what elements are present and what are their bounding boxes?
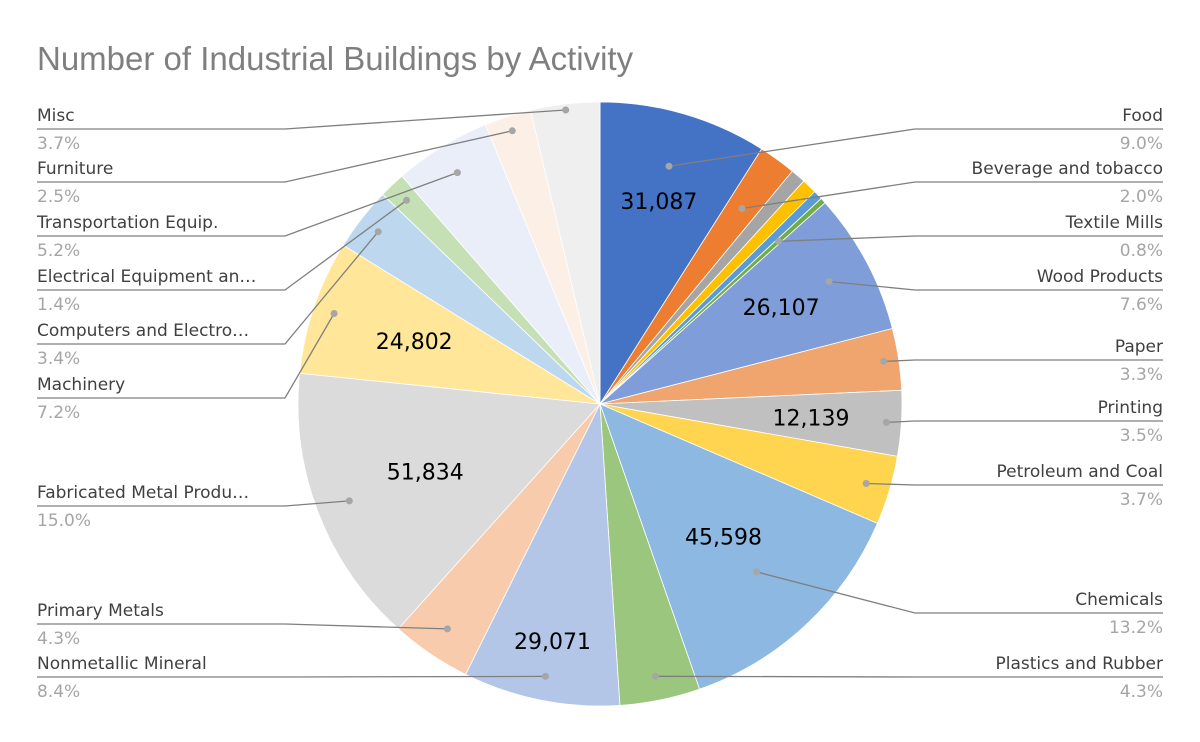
slice-percent-printing: 3.5% bbox=[1120, 426, 1163, 446]
slice-label-furniture: Furniture bbox=[37, 159, 113, 179]
leader-line-transportation-equip bbox=[37, 171, 458, 237]
pie-slice-wood-products bbox=[599, 202, 893, 405]
pie-slice-nonmetallic-mineral bbox=[465, 402, 621, 707]
slice-label-printing: Printing bbox=[1098, 398, 1163, 418]
chart-title: Number of Industrial Buildings by Activi… bbox=[37, 40, 634, 77]
slice-percent-misc: 3.7% bbox=[37, 134, 80, 154]
leader-line-chemicals bbox=[756, 571, 1163, 614]
leader-line-beverage-and-tobacco bbox=[741, 181, 1163, 210]
pie-slice-misc bbox=[530, 101, 601, 405]
slice-percent-electrical-equipment-an: 1.4% bbox=[37, 295, 80, 315]
slice-label-wood-products: Wood Products bbox=[1037, 267, 1163, 287]
slice-label-computers-and-electro: Computers and Electro… bbox=[37, 321, 249, 341]
leader-dot-printing bbox=[882, 418, 890, 426]
slice-percent-chemicals: 13.2% bbox=[1109, 618, 1163, 638]
value-label-wood-products: 26,107 bbox=[743, 296, 820, 321]
slice-label-food: Food bbox=[1122, 106, 1163, 126]
slice-label-fabricated-metal-produ: Fabricated Metal Produ… bbox=[37, 483, 249, 503]
leader-line-misc bbox=[37, 109, 566, 130]
slice-percent-plastics-and-rubber: 4.3% bbox=[1120, 682, 1163, 702]
slice-label-primary-metals: Primary Metals bbox=[37, 601, 164, 621]
value-label-food: 31,087 bbox=[620, 190, 697, 215]
slice-percent-transportation-equip: 5.2% bbox=[37, 241, 80, 261]
pie-slice-fabricated-metal-produ bbox=[297, 372, 601, 630]
slice-label-chemicals: Chemicals bbox=[1075, 590, 1163, 610]
leader-line-nonmetallic-mineral bbox=[37, 675, 546, 678]
slice-percent-beverage-and-tobacco: 2.0% bbox=[1120, 187, 1163, 207]
leader-lines bbox=[37, 106, 1163, 680]
slice-label-nonmetallic-mineral: Nonmetallic Mineral bbox=[37, 654, 207, 674]
pie-slice-food bbox=[599, 101, 763, 406]
value-labels: 31,087 26,107 12,139 45,598 29,071 51,834 24,8… bbox=[376, 190, 850, 655]
leader-line-printing bbox=[886, 420, 1163, 424]
leader-dot-food bbox=[665, 162, 673, 170]
leader-dot-machinery bbox=[330, 310, 338, 317]
slice-label-petroleum-and-coal: Petroleum and Coal bbox=[996, 462, 1163, 482]
slice-percent-textile-mills: 0.8% bbox=[1120, 241, 1163, 261]
slice-percent-nonmetallic-mineral: 8.4% bbox=[37, 682, 80, 702]
leader-line-plastics-and-rubber bbox=[655, 675, 1163, 678]
leader-dot-primary-metals bbox=[443, 625, 451, 633]
leader-line-wood-products bbox=[828, 280, 1163, 291]
slice-percent-machinery: 7.2% bbox=[37, 403, 80, 423]
slice-label-textile-mills: Textile Mills bbox=[1065, 213, 1164, 233]
value-label-printing: 12,139 bbox=[773, 407, 850, 432]
leader-line-primary-metals bbox=[37, 623, 448, 630]
leader-line-food bbox=[668, 128, 1163, 167]
slice-percent-primary-metals: 4.3% bbox=[37, 629, 80, 649]
pie-slice-chemicals bbox=[599, 403, 878, 690]
leader-line-machinery bbox=[37, 313, 335, 399]
leader-dot-fabricated-metal-produ bbox=[345, 497, 353, 505]
leader-line-petroleum-and-coal bbox=[866, 482, 1163, 486]
leader-dot-chemicals bbox=[753, 568, 760, 576]
pie-slices bbox=[297, 101, 903, 707]
slice-percent-computers-and-electro: 3.4% bbox=[37, 349, 80, 369]
leader-line-fabricated-metal-produ bbox=[37, 500, 350, 507]
slice-label-electrical-equipment-an: Electrical Equipment an… bbox=[37, 267, 256, 287]
slice-label-beverage-and-tobacco: Beverage and tobacco bbox=[972, 159, 1163, 179]
value-label-chemicals: 45,598 bbox=[685, 526, 762, 551]
leader-line-paper bbox=[883, 359, 1163, 363]
leader-line-computers-and-electro bbox=[37, 231, 379, 345]
slice-percent-fabricated-metal-produ: 15.0% bbox=[37, 511, 91, 531]
leader-line-textile-mills bbox=[778, 235, 1163, 242]
slice-percent-food: 9.0% bbox=[1120, 134, 1163, 154]
leader-dot-textile-mills bbox=[775, 237, 783, 245]
leader-dot-nonmetallic-mineral bbox=[541, 672, 549, 680]
slice-percent-furniture: 2.5% bbox=[37, 187, 80, 207]
value-label-fabricated-metal-produ: 51,834 bbox=[387, 461, 464, 486]
slice-labels: Food 9.0% Beverage and tobacco 2.0% Textile … bbox=[36, 106, 1163, 702]
leader-dot-electrical-equipment-an bbox=[403, 196, 411, 204]
leader-dot-paper bbox=[880, 357, 888, 365]
leader-dot-petroleum-and-coal bbox=[862, 480, 870, 487]
slice-label-machinery: Machinery bbox=[37, 375, 125, 395]
leader-dot-wood-products bbox=[825, 278, 833, 285]
slice-label-transportation-equip: Transportation Equip. bbox=[36, 213, 218, 233]
leader-line-electrical-equipment-an bbox=[37, 199, 407, 291]
slice-percent-wood-products: 7.6% bbox=[1120, 295, 1163, 315]
leader-dot-computers-and-electro bbox=[374, 228, 382, 236]
slice-label-misc: Misc bbox=[37, 106, 75, 126]
leader-dot-transportation-equip bbox=[453, 169, 461, 177]
slice-percent-paper: 3.3% bbox=[1120, 365, 1163, 385]
leader-line-furniture bbox=[37, 130, 513, 183]
slice-label-plastics-and-rubber: Plastics and Rubber bbox=[996, 654, 1164, 674]
value-label-machinery: 24,802 bbox=[376, 330, 453, 355]
leader-dot-furniture bbox=[508, 127, 516, 135]
slice-percent-petroleum-and-coal: 3.7% bbox=[1120, 490, 1163, 510]
value-label-nonmetallic-mineral: 29,071 bbox=[514, 630, 591, 655]
slice-label-paper: Paper bbox=[1115, 337, 1163, 357]
leader-dot-plastics-and-rubber bbox=[651, 672, 659, 680]
leader-dot-beverage-and-tobacco bbox=[738, 205, 746, 212]
leader-dot-misc bbox=[562, 106, 570, 114]
